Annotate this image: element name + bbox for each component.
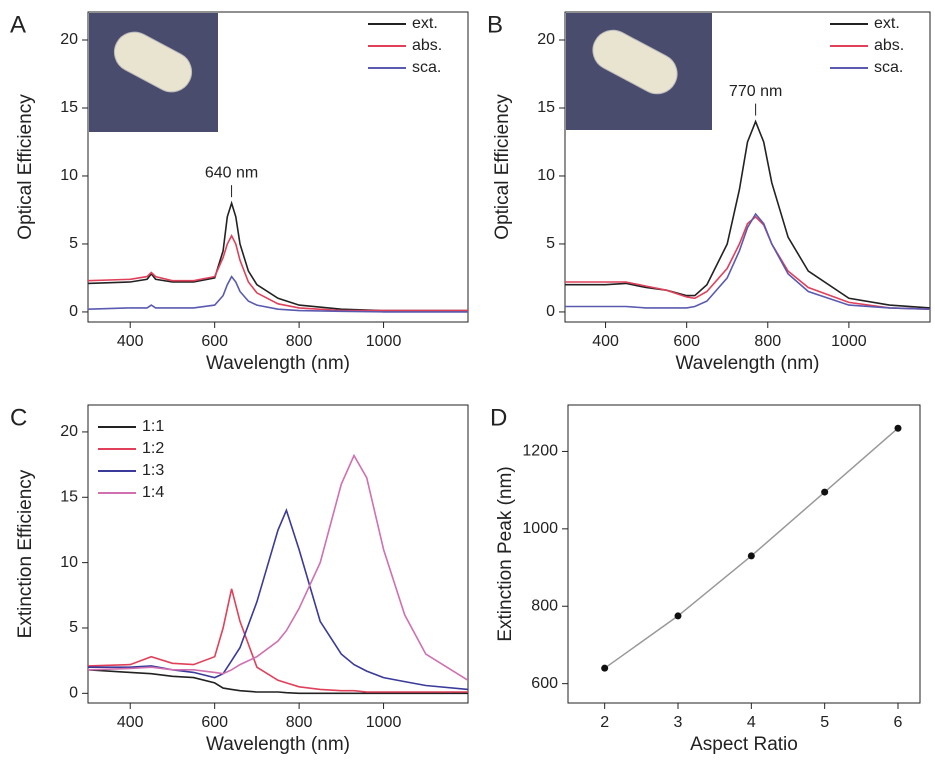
x-tick-label: 800 [286, 714, 313, 731]
y-tick-label: 5 [546, 235, 555, 252]
legend-label: 1:2 [142, 440, 164, 457]
x-axis-label: Wavelength (nm) [206, 353, 350, 374]
legend-label: 1:3 [142, 462, 164, 479]
inset-b [566, 13, 712, 130]
plot-frame [87, 404, 469, 704]
y-tick-label: 20 [60, 31, 78, 48]
point [601, 664, 609, 672]
series-line [565, 212, 930, 310]
y-tick-label: 10 [60, 167, 78, 184]
y-tick-label: 0 [69, 303, 78, 320]
y-axis-label: Extinction Efficiency [15, 469, 36, 638]
x-tick-label: 600 [201, 714, 228, 731]
series-line [565, 215, 930, 310]
series-line [88, 275, 468, 313]
x-tick-label: 1000 [366, 333, 402, 350]
x-axis-label: Wavelength (nm) [676, 353, 820, 374]
y-tick-label: 5 [69, 235, 78, 252]
x-axis-label: Wavelength (nm) [206, 734, 350, 755]
plot-frame [564, 11, 931, 323]
legend-label: abs. [412, 37, 442, 54]
series-line [88, 669, 468, 695]
series-line [88, 508, 468, 691]
y-tick-label: 10 [60, 554, 78, 571]
x-tick-label: 1000 [831, 333, 867, 350]
x-tick-label: 5 [820, 714, 829, 731]
point [674, 612, 682, 620]
x-axis-label: Aspect Ratio [690, 734, 798, 755]
legend-label: 1:1 [142, 418, 164, 435]
fit-line [604, 427, 899, 669]
panel-label: B [487, 11, 503, 38]
x-tick-label: 400 [592, 333, 619, 350]
series-line [88, 453, 468, 681]
x-tick-label: 4 [747, 714, 756, 731]
inset-a [89, 13, 218, 132]
series-line [88, 588, 468, 693]
x-tick-label: 800 [286, 333, 313, 350]
x-tick-label: 1000 [366, 714, 402, 731]
plot-frame [567, 404, 921, 704]
y-tick-label: 15 [60, 99, 78, 116]
legend-label: 1:4 [142, 484, 164, 501]
point [894, 424, 902, 432]
point [747, 552, 755, 560]
y-tick-label: 1000 [522, 520, 558, 537]
series-line [88, 200, 468, 312]
x-tick-label: 6 [894, 714, 903, 731]
y-axis-label: Extinction Peak (nm) [495, 466, 516, 641]
panel-label: A [10, 11, 26, 38]
legend-label: ext. [874, 15, 900, 32]
panel-label: D [490, 404, 507, 431]
panel-label: C [10, 404, 27, 431]
series-line [565, 119, 930, 309]
y-tick-label: 20 [537, 31, 555, 48]
point [821, 488, 829, 496]
y-tick-label: 0 [69, 685, 78, 702]
x-tick-label: 600 [673, 333, 700, 350]
x-tick-label: 800 [754, 333, 781, 350]
y-tick-label: 800 [531, 597, 558, 614]
series-line [88, 234, 468, 312]
y-axis-label: Optical Efficiency [15, 94, 36, 240]
y-tick-label: 1200 [522, 443, 558, 460]
y-tick-label: 10 [537, 167, 555, 184]
x-tick-label: 2 [600, 714, 609, 731]
y-axis-label: Optical Efficiency [492, 94, 513, 240]
y-tick-label: 0 [546, 303, 555, 320]
legend-label: ext. [412, 15, 438, 32]
x-tick-label: 400 [117, 714, 144, 731]
x-tick-label: 400 [117, 333, 144, 350]
x-tick-label: 600 [201, 333, 228, 350]
y-tick-label: 20 [60, 423, 78, 440]
x-tick-label: 3 [674, 714, 683, 731]
y-tick-label: 5 [69, 619, 78, 636]
y-tick-label: 600 [531, 675, 558, 692]
plot-frame [87, 11, 469, 323]
annotation: 640 nm [205, 164, 258, 181]
y-tick-label: 15 [537, 99, 555, 116]
legend-label: sca. [874, 59, 903, 76]
legend-label: abs. [874, 37, 904, 54]
y-tick-label: 15 [60, 488, 78, 505]
legend-label: sca. [412, 59, 441, 76]
annotation: 770 nm [729, 83, 782, 100]
